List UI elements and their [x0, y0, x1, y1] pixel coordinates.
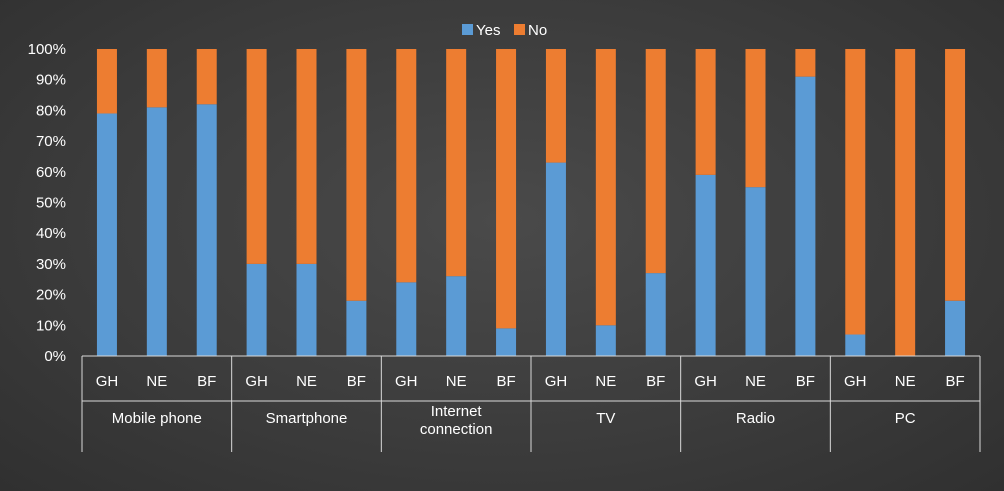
x-subcategory-label: BF — [796, 373, 815, 390]
y-tick-label: 80% — [36, 102, 66, 119]
bar-segment-no — [396, 49, 417, 283]
x-subcategory-label: NE — [146, 373, 167, 390]
bar-segment-yes — [146, 107, 167, 356]
y-tick-label: 0% — [44, 348, 66, 365]
bar-segment-yes — [296, 263, 317, 356]
x-subcategory-label: GH — [694, 373, 717, 390]
y-tick-label: 100% — [28, 41, 66, 58]
bar-segment-no — [645, 49, 666, 274]
bar-segment-yes — [695, 174, 716, 356]
bar-segment-yes — [196, 104, 217, 356]
y-tick-label: 50% — [36, 195, 66, 212]
x-group-label: Smartphone — [266, 410, 348, 427]
bar-segment-yes — [545, 162, 566, 356]
y-tick-label: 10% — [36, 317, 66, 334]
bar-segment-yes — [246, 263, 267, 356]
x-group-label: TV — [596, 410, 615, 427]
x-subcategory-label: BF — [646, 373, 665, 390]
legend-label-no: No — [528, 22, 547, 39]
legend: Yes No — [462, 22, 547, 39]
bar-segment-yes — [396, 282, 417, 356]
x-subcategory-label: NE — [296, 373, 317, 390]
x-subcategory-label: GH — [96, 373, 119, 390]
bar-segment-no — [196, 49, 217, 105]
legend-label-yes: Yes — [476, 22, 500, 39]
bar-segment-no — [895, 49, 916, 356]
bar-segment-yes — [845, 334, 866, 356]
bar-segment-yes — [446, 276, 467, 356]
x-subcategory-label: NE — [895, 373, 916, 390]
bar-segment-no — [595, 49, 616, 326]
x-group-label: Mobile phone — [112, 410, 202, 427]
x-group-label: connection — [420, 421, 493, 438]
bar-segment-yes — [645, 273, 666, 356]
legend-swatch-yes — [462, 24, 473, 35]
bar-segment-no — [96, 49, 117, 114]
legend-swatch-no — [514, 24, 525, 35]
x-axis: GH NE BF Mobile phone GH NE BF Smartphone GH NE BF… — [81, 355, 981, 452]
bar-segment-no — [795, 49, 816, 77]
bar-segment-yes — [945, 300, 966, 356]
bar-segment-yes — [795, 76, 816, 356]
bar-segment-yes — [745, 187, 766, 356]
bar-segment-yes — [346, 300, 367, 356]
x-subcategory-label: NE — [595, 373, 616, 390]
x-group-label: Internet — [431, 403, 483, 420]
y-tick-label: 60% — [36, 164, 66, 181]
x-subcategory-label: NE — [745, 373, 766, 390]
x-subcategory-label: BF — [945, 373, 964, 390]
bar-segment-no — [695, 49, 716, 175]
y-tick-label: 20% — [36, 287, 66, 304]
bar-segment-no — [496, 49, 517, 329]
bar-segment-no — [346, 49, 367, 301]
bar-segment-no — [146, 49, 167, 108]
x-subcategory-label: GH — [545, 373, 568, 390]
x-group-label: Radio — [736, 410, 775, 427]
bar-segment-no — [545, 49, 566, 163]
bar-segment-yes — [96, 113, 117, 356]
bar-segment-no — [745, 49, 766, 188]
y-tick-label: 90% — [36, 72, 66, 89]
bar-segment-yes — [595, 325, 616, 356]
bar-segment-no — [446, 49, 467, 277]
bar-segment-no — [845, 49, 866, 335]
x-subcategory-label: GH — [395, 373, 418, 390]
bar-segment-no — [945, 49, 966, 301]
bars — [96, 49, 966, 356]
x-subcategory-label: BF — [197, 373, 216, 390]
x-subcategory-label: GH — [245, 373, 268, 390]
x-group-label: PC — [895, 410, 916, 427]
y-axis: 0% 10% 20% 30% 40% 50% 60% 70% 80% 90% 100% — [28, 41, 66, 365]
bar-segment-no — [246, 49, 267, 264]
x-subcategory-label: NE — [446, 373, 467, 390]
bar-segment-no — [296, 49, 317, 264]
x-subcategory-label: GH — [844, 373, 867, 390]
bar-segment-yes — [496, 328, 517, 356]
y-tick-label: 70% — [36, 133, 66, 150]
y-tick-label: 40% — [36, 225, 66, 242]
x-subcategory-label: BF — [496, 373, 515, 390]
y-tick-label: 30% — [36, 256, 66, 273]
x-subcategory-label: BF — [347, 373, 366, 390]
